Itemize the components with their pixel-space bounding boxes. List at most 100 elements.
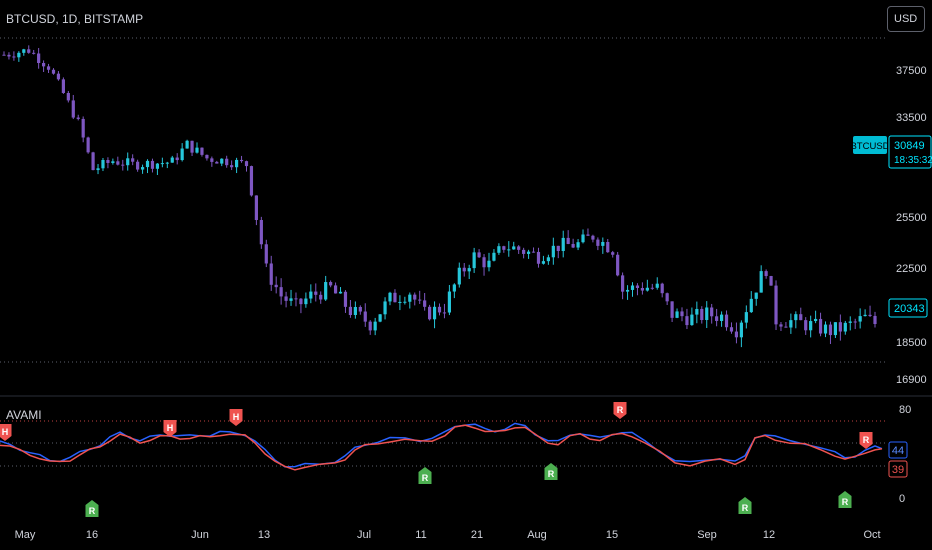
candle bbox=[150, 158, 155, 173]
candle bbox=[363, 303, 367, 327]
candle bbox=[32, 49, 36, 55]
candle bbox=[239, 155, 244, 163]
candle bbox=[46, 63, 51, 73]
price-axis-tick: 25500 bbox=[896, 212, 927, 224]
candle bbox=[591, 234, 595, 243]
candle bbox=[665, 292, 669, 306]
candle bbox=[571, 238, 575, 249]
candle bbox=[437, 303, 442, 316]
candle bbox=[234, 157, 239, 174]
candle bbox=[165, 161, 169, 169]
candle bbox=[284, 291, 288, 308]
candle bbox=[457, 262, 461, 288]
candle bbox=[586, 228, 590, 236]
time-axis-tick: May bbox=[15, 529, 36, 541]
candle bbox=[744, 305, 748, 329]
candle bbox=[561, 230, 565, 258]
signal-marker-label: R bbox=[842, 497, 849, 507]
candle bbox=[759, 265, 763, 293]
candle bbox=[324, 275, 328, 301]
candle bbox=[51, 68, 56, 75]
candle bbox=[37, 47, 41, 69]
candle bbox=[210, 156, 214, 167]
candle bbox=[492, 249, 496, 262]
candle bbox=[106, 157, 110, 169]
candle bbox=[754, 292, 758, 306]
candle bbox=[774, 280, 778, 331]
signal-marker-label: R bbox=[742, 503, 749, 513]
candle bbox=[2, 51, 6, 56]
signal-marker-label: H bbox=[233, 412, 240, 422]
candle bbox=[96, 164, 100, 175]
candle bbox=[398, 295, 402, 311]
candle bbox=[809, 315, 813, 338]
candle bbox=[843, 320, 847, 335]
candle bbox=[294, 292, 298, 307]
candle bbox=[680, 307, 684, 322]
candle bbox=[86, 136, 90, 154]
candle bbox=[868, 305, 872, 317]
candle bbox=[779, 322, 783, 331]
candle bbox=[601, 237, 605, 254]
candle bbox=[769, 275, 773, 286]
candle bbox=[477, 249, 481, 258]
candle bbox=[259, 216, 263, 249]
candle bbox=[724, 310, 729, 331]
candle bbox=[442, 303, 447, 319]
signal-marker bbox=[859, 432, 873, 449]
signal-marker bbox=[85, 500, 99, 517]
candle bbox=[76, 114, 80, 121]
symbol-price: 30849 bbox=[894, 140, 925, 152]
blue-value-box bbox=[888, 441, 908, 459]
price-axis-tick: 22500 bbox=[896, 263, 927, 275]
candle bbox=[274, 276, 278, 294]
candle bbox=[12, 51, 16, 61]
candle bbox=[640, 282, 645, 295]
candle bbox=[660, 282, 664, 298]
candle bbox=[621, 272, 625, 300]
candle bbox=[675, 308, 679, 319]
candle bbox=[719, 311, 724, 327]
candle bbox=[41, 60, 46, 72]
candle bbox=[858, 308, 862, 329]
blue-value: 44 bbox=[892, 445, 904, 457]
last-price-box bbox=[888, 298, 928, 318]
time-axis-tick: 11 bbox=[415, 529, 426, 541]
candle bbox=[551, 237, 555, 265]
red-value: 39 bbox=[892, 464, 904, 476]
candle bbox=[27, 45, 31, 54]
symbol-title: BTCUSD, 1D, BITSTAMP bbox=[6, 12, 144, 26]
candle bbox=[200, 147, 204, 157]
candle bbox=[215, 160, 219, 164]
candle bbox=[581, 229, 585, 244]
candle bbox=[244, 160, 249, 172]
candle bbox=[611, 250, 615, 258]
candle bbox=[56, 71, 61, 81]
candle bbox=[838, 314, 842, 341]
candle bbox=[230, 160, 234, 171]
currency-button[interactable]: USD bbox=[887, 6, 925, 32]
signal-marker bbox=[418, 467, 432, 484]
candle bbox=[373, 317, 377, 336]
candle bbox=[17, 51, 21, 62]
candle bbox=[700, 306, 704, 324]
candle bbox=[314, 283, 318, 302]
candle bbox=[279, 278, 283, 305]
time-axis-tick: Aug bbox=[527, 529, 547, 541]
candle bbox=[739, 320, 743, 348]
candle bbox=[556, 245, 560, 259]
candle bbox=[180, 143, 184, 162]
candle bbox=[596, 237, 600, 251]
candle bbox=[695, 301, 699, 324]
candle bbox=[269, 255, 273, 291]
candle bbox=[650, 283, 654, 290]
candle bbox=[81, 116, 85, 143]
candle bbox=[616, 251, 620, 277]
signal-marker-label: H bbox=[2, 427, 9, 437]
candle bbox=[531, 247, 536, 253]
candle bbox=[299, 297, 303, 314]
candle bbox=[329, 280, 333, 288]
candle bbox=[121, 159, 125, 171]
candle bbox=[225, 155, 229, 168]
